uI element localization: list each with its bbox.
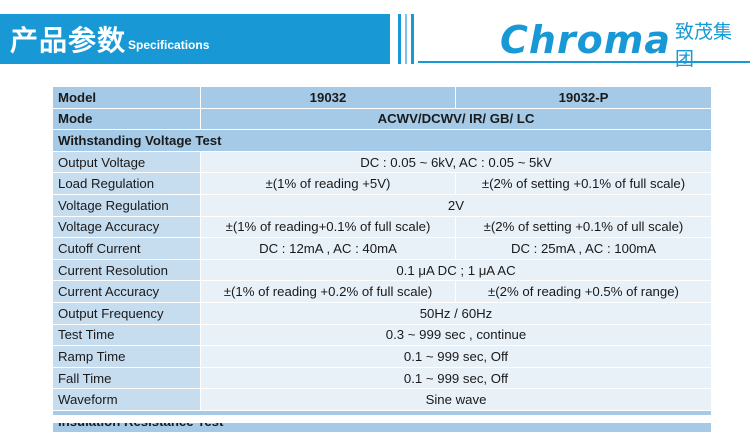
row-value-col1: ±(1% of reading+0.1% of full scale) bbox=[200, 215, 456, 239]
table-row: Voltage Accuracy ±(1% of reading+0.1% of … bbox=[52, 215, 712, 239]
bar-decoration bbox=[411, 14, 414, 64]
header-rule bbox=[418, 61, 750, 63]
table-row: Ramp Time 0.1 ~ 999 sec, Off bbox=[52, 345, 712, 368]
table-row: Output Voltage DC : 0.05 ~ 6kV, AC : 0.05… bbox=[52, 150, 712, 174]
spec-table-container: Model 19032 19032-P Mode ACWV/DCWV/ IR/ … bbox=[52, 86, 712, 433]
row-value: 0.1 ~ 999 sec, Off bbox=[200, 345, 712, 368]
table-header-row: Model 19032 19032-P bbox=[52, 86, 712, 109]
row-label: Voltage Accuracy bbox=[52, 215, 201, 239]
header-model-2: 19032-P bbox=[455, 86, 712, 109]
section-title: Withstanding Voltage Test bbox=[52, 129, 712, 152]
row-value: DC : 0.05 ~ 6kV, AC : 0.05 ~ 5kV bbox=[200, 150, 712, 174]
logo-text: Chroma bbox=[500, 18, 672, 62]
row-label: Test Time bbox=[52, 323, 201, 347]
row-value-col2: ±(2% of setting +0.1% of full scale) bbox=[455, 172, 712, 195]
header-model-1: 19032 bbox=[200, 86, 456, 109]
row-label: Ramp Time bbox=[52, 345, 201, 368]
row-value-col2: DC : 25mA , AC : 100mA bbox=[455, 237, 712, 260]
row-value-col2: ±(2% of reading +0.5% of range) bbox=[455, 280, 712, 303]
table-row: Waveform Sine wave bbox=[52, 388, 712, 411]
table-row: Output Frequency 50Hz / 60Hz bbox=[52, 301, 712, 325]
page-subtitle: Specifications bbox=[128, 38, 210, 52]
row-value: Sine wave bbox=[200, 388, 712, 411]
row-value-col1: ±(1% of reading +5V) bbox=[200, 172, 456, 195]
mode-value: ACWV/DCWV/ IR/ GB/ LC bbox=[200, 107, 712, 131]
table-row: Fall Time 0.1 ~ 999 sec, Off bbox=[52, 366, 712, 390]
row-value: 2V bbox=[200, 193, 712, 217]
row-value: 0.1 ~ 999 sec, Off bbox=[200, 366, 712, 390]
table-row: Load Regulation ±(1% of reading +5V) ±(2% … bbox=[52, 172, 712, 195]
bottom-crop bbox=[0, 415, 750, 423]
section-header-row: Withstanding Voltage Test bbox=[52, 129, 712, 152]
brand-logo: Chroma 致茂集团 bbox=[500, 18, 750, 70]
header-label: Model bbox=[52, 86, 201, 109]
header-banner: 产品参数 Specifications bbox=[0, 14, 390, 64]
mode-label: Mode bbox=[52, 107, 201, 131]
row-label: Load Regulation bbox=[52, 172, 201, 195]
row-value: 0.1 μA DC ; 1 μA AC bbox=[200, 258, 712, 282]
row-value: 0.3 ~ 999 sec , continue bbox=[200, 323, 712, 347]
row-label: Voltage Regulation bbox=[52, 193, 201, 217]
row-value-col1: ±(1% of reading +0.2% of full scale) bbox=[200, 280, 456, 303]
row-label: Cutoff Current bbox=[52, 237, 201, 260]
row-label: Current Accuracy bbox=[52, 280, 201, 303]
table-row: Test Time 0.3 ~ 999 sec , continue bbox=[52, 323, 712, 347]
page-title: 产品参数 bbox=[10, 24, 127, 57]
row-value-col1: DC : 12mA , AC : 40mA bbox=[200, 237, 456, 260]
spec-table: Model 19032 19032-P Mode ACWV/DCWV/ IR/ … bbox=[52, 86, 712, 433]
row-label: Waveform bbox=[52, 388, 201, 411]
logo-cn-text: 致茂集团 bbox=[675, 21, 733, 70]
bar-decoration bbox=[405, 14, 407, 64]
table-row: Voltage Regulation 2V bbox=[52, 193, 712, 217]
row-label: Fall Time bbox=[52, 366, 201, 390]
row-label: Output Voltage bbox=[52, 150, 201, 174]
row-label: Current Resolution bbox=[52, 258, 201, 282]
mode-row: Mode ACWV/DCWV/ IR/ GB/ LC bbox=[52, 107, 712, 131]
decorative-bars bbox=[398, 14, 414, 64]
table-row: Current Accuracy ±(1% of reading +0.2% of… bbox=[52, 280, 712, 303]
row-label: Output Frequency bbox=[52, 301, 201, 325]
bar-decoration bbox=[398, 14, 401, 64]
row-value: 50Hz / 60Hz bbox=[200, 301, 712, 325]
table-row: Cutoff Current DC : 12mA , AC : 40mA DC : … bbox=[52, 237, 712, 260]
row-value-col2: ±(2% of setting +0.1% of ull scale) bbox=[455, 215, 712, 239]
table-row: Current Resolution 0.1 μA DC ; 1 μA AC bbox=[52, 258, 712, 282]
